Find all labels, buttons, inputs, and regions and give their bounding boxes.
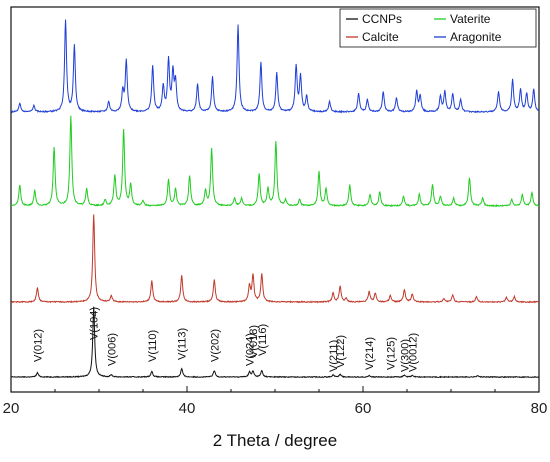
legend-label-aragonite: Aragonite xyxy=(450,30,502,44)
peak-label: V(110) xyxy=(147,330,159,362)
peak-label: V(214) xyxy=(364,337,376,370)
series-line-aragonite xyxy=(10,19,540,114)
legend-label-vaterite: Vaterite xyxy=(450,12,491,26)
peak-label: V(006) xyxy=(106,333,118,366)
legend-box xyxy=(339,8,537,48)
peak-label: V(125) xyxy=(385,337,397,370)
series-line-ccnps xyxy=(10,306,540,379)
peak-label: V(300) xyxy=(399,339,411,372)
plot-frame xyxy=(10,6,540,393)
peak-label: V(024) xyxy=(244,333,256,366)
peak-label: V(116) xyxy=(257,324,269,356)
series-layer xyxy=(10,19,540,379)
peak-label: V(113) xyxy=(177,328,189,360)
x-axis: 20 40 60 80 xyxy=(3,386,548,417)
x-tick-label: 40 xyxy=(179,400,196,417)
peak-label: V(018) xyxy=(248,325,260,358)
series-line-vaterite xyxy=(10,115,540,208)
series-line-calcite xyxy=(10,214,540,304)
legend: CCNPs Vaterite Calcite Aragonite xyxy=(339,8,537,48)
peak-label: V(122) xyxy=(335,335,347,368)
peak-label: V(104) xyxy=(89,307,101,340)
legend-label-ccnps: CCNPs xyxy=(362,12,402,26)
x-tick-label: 60 xyxy=(355,400,372,417)
legend-label-calcite: Calcite xyxy=(362,30,399,44)
peak-label: V(211) xyxy=(328,340,340,372)
peak-label: V(012) xyxy=(32,329,44,362)
peak-label: V(202) xyxy=(209,329,221,362)
x-axis-label: 2 Theta / degree xyxy=(213,431,337,450)
annotation-layer: V(012) V(104) V(006) V(110) V(113) V(202) V(02… xyxy=(32,307,419,372)
x-tick-label: 80 xyxy=(531,400,548,417)
x-tick-label: 20 xyxy=(3,400,20,417)
peak-label: V(0012) xyxy=(407,333,419,372)
